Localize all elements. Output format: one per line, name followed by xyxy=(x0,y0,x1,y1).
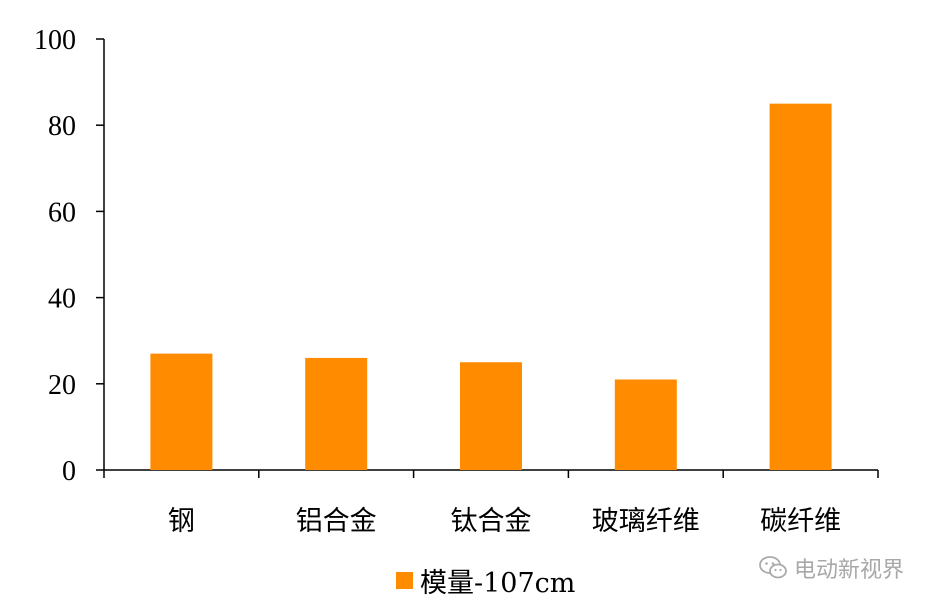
bar xyxy=(305,357,368,470)
watermark: 电动新视界 xyxy=(758,552,904,584)
x-category-label: 钢 xyxy=(168,506,195,537)
x-category-label: 碳纤维 xyxy=(760,506,841,537)
y-axis: 0 20 40 60 80 100 xyxy=(34,25,105,487)
y-tick-label: 20 xyxy=(48,370,76,401)
watermark-text: 电动新视界 xyxy=(794,558,905,583)
x-category-label: 玻璃纤维 xyxy=(592,506,700,537)
bar xyxy=(769,103,832,471)
bar xyxy=(614,379,677,470)
y-tick-label: 60 xyxy=(48,197,76,228)
y-tick-label: 100 xyxy=(34,25,76,56)
bars xyxy=(150,103,832,471)
x-category-label: 铝合金 xyxy=(296,506,377,537)
x-axis: 钢 铝合金 钛合金 玻璃纤维 碳纤维 xyxy=(103,469,879,537)
y-tick-label: 40 xyxy=(48,284,76,315)
bar xyxy=(150,353,213,470)
wechat-icon xyxy=(759,556,787,579)
y-tick-label: 0 xyxy=(62,456,76,487)
legend-swatch xyxy=(396,571,413,589)
y-tick-label: 80 xyxy=(48,111,76,142)
x-category-label: 钛合金 xyxy=(451,506,532,537)
bar xyxy=(460,362,522,470)
legend: 模量-107cm xyxy=(396,562,576,599)
legend-label: 模量-107cm xyxy=(420,567,576,599)
